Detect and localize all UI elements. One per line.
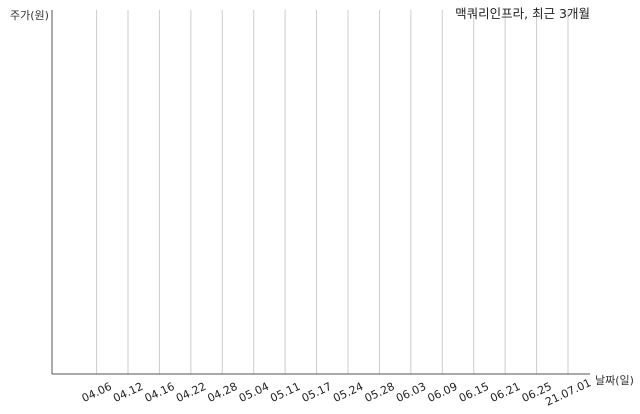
x-axis-label: 날짜(일) [595, 373, 634, 387]
x-tick-label: 05.04 [237, 380, 271, 405]
x-tick-label: 05.17 [300, 380, 334, 405]
y-axis-label: 주가(원) [10, 9, 49, 22]
x-axis-ticks: 04.0604.1204.1604.2204.2805.0405.1105.17… [80, 376, 593, 408]
axes [51, 10, 590, 375]
x-tick-label: 05.11 [268, 380, 302, 405]
x-tick-label: 21.07.01 [543, 376, 593, 408]
chart-title: 맥쿼리인프라, 최근 3개월 [455, 6, 590, 21]
x-tick-label: 05.24 [331, 380, 365, 405]
x-tick-label: 05.28 [363, 380, 397, 405]
x-tick-label: 04.16 [143, 380, 177, 405]
x-tick-label: 04.06 [80, 380, 114, 405]
x-tick-label: 06.03 [394, 380, 428, 405]
x-tick-label: 04.28 [205, 380, 239, 405]
grid-lines [96, 10, 569, 374]
x-tick-label: 06.21 [488, 380, 522, 405]
x-tick-label: 06.09 [425, 380, 459, 405]
x-tick-label: 06.15 [457, 380, 491, 405]
x-tick-label: 04.22 [174, 380, 208, 405]
x-tick-label: 04.12 [111, 380, 145, 405]
